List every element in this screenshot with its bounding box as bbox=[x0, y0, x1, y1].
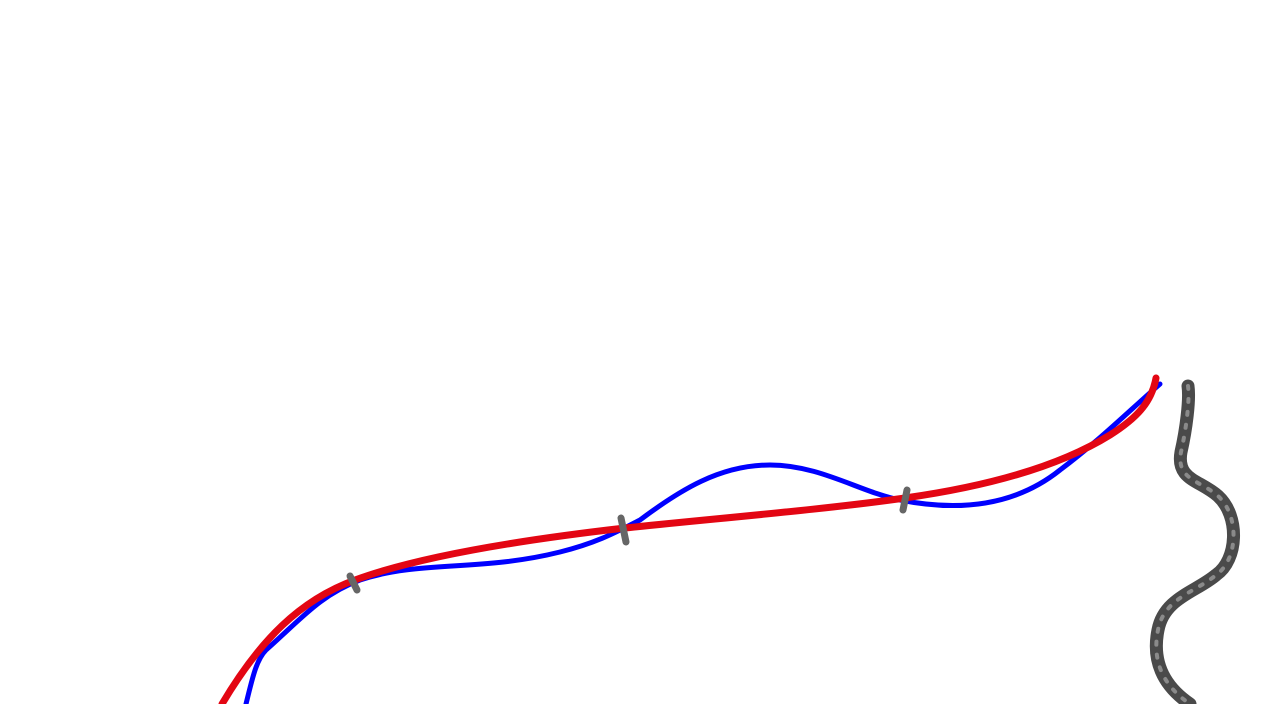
tick-mark bbox=[617, 514, 630, 546]
blue-curve bbox=[243, 381, 1163, 704]
tick-marks bbox=[346, 486, 911, 594]
dark-squiggle-stroke bbox=[1149, 379, 1240, 704]
dark-squiggle bbox=[1149, 379, 1240, 704]
red-curve bbox=[218, 374, 1160, 704]
dark-squiggle-dots bbox=[1154, 384, 1236, 704]
tick-mark bbox=[346, 572, 361, 594]
tick-mark bbox=[899, 486, 911, 514]
